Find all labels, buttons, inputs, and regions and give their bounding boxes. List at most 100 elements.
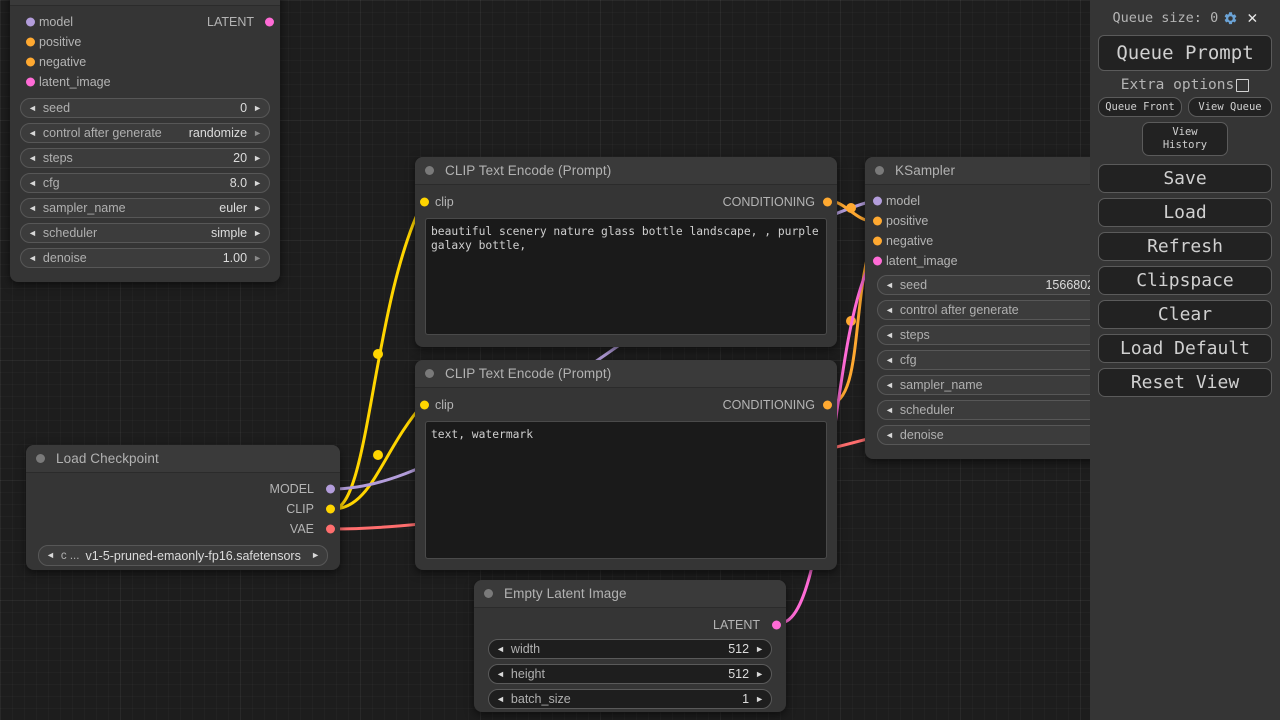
widget-sampler-name[interactable]: ◄ sampler_name [877, 375, 1090, 395]
left-arrow-icon[interactable]: ◄ [46, 550, 55, 560]
left-arrow-icon[interactable]: ◄ [496, 643, 505, 654]
node-title-bar[interactable]: KSampler [10, 0, 280, 6]
left-arrow-icon[interactable]: ◄ [496, 668, 505, 679]
node-empty-latent-image[interactable]: Empty Latent Image LATENT ◄ width 512 ► … [474, 580, 786, 712]
left-arrow-icon[interactable]: ◄ [885, 279, 894, 290]
left-arrow-icon[interactable]: ◄ [885, 329, 894, 340]
input-dot-model[interactable] [873, 196, 882, 206]
widget-scheduler[interactable]: ◄ scheduler simple ► [20, 223, 270, 243]
widget-ckpt-name[interactable]: ◄ c ... v1-5-pruned-emaonly-fp16.safeten… [38, 545, 328, 566]
load-default-button[interactable]: Load Default [1098, 334, 1272, 363]
node-title-bar[interactable]: KSampler [865, 157, 1090, 185]
node-title-bar[interactable]: Load Checkpoint [26, 445, 340, 473]
node-title-bar[interactable]: CLIP Text Encode (Prompt) [415, 157, 837, 185]
left-arrow-icon[interactable]: ◄ [885, 304, 894, 315]
output-dot-clip[interactable] [326, 504, 335, 514]
collapse-dot-icon[interactable] [425, 369, 434, 378]
clear-button[interactable]: Clear [1098, 300, 1272, 329]
right-arrow-icon[interactable]: ► [253, 177, 262, 188]
widget-height[interactable]: ◄ height 512 ► [488, 664, 772, 684]
slot-row-vae-out[interactable]: VAE [26, 519, 340, 539]
slot-row-model-out[interactable]: MODEL [26, 479, 340, 499]
slot-row-clip-conditioning[interactable]: clip CONDITIONING [415, 394, 837, 416]
left-arrow-icon[interactable]: ◄ [885, 404, 894, 415]
right-arrow-icon[interactable]: ► [253, 252, 262, 263]
slot-row-positive[interactable]: positive [10, 32, 280, 52]
widget-control-after-generate[interactable]: ◄ control after generate ran [877, 300, 1090, 320]
left-arrow-icon[interactable]: ◄ [28, 227, 37, 238]
close-icon[interactable]: ✕ [1247, 7, 1258, 28]
left-arrow-icon[interactable]: ◄ [885, 429, 894, 440]
node-load-checkpoint[interactable]: Load Checkpoint MODEL CLIP VAE ◄ [26, 445, 340, 570]
output-dot-model[interactable] [326, 484, 335, 494]
output-dot-conditioning[interactable] [823, 197, 832, 207]
slot-row-positive[interactable]: positive [865, 211, 1090, 231]
left-arrow-icon[interactable]: ◄ [28, 202, 37, 213]
view-history-button[interactable]: View History [1142, 122, 1228, 156]
input-dot-negative[interactable] [873, 236, 882, 246]
widget-control-after-generate[interactable]: ◄ control after generate randomize ► [20, 123, 270, 143]
collapse-dot-icon[interactable] [875, 166, 884, 175]
queue-front-button[interactable]: Queue Front [1098, 97, 1182, 117]
output-dot-vae[interactable] [326, 524, 335, 534]
slot-row-clip-conditioning[interactable]: clip CONDITIONING [415, 191, 837, 213]
view-queue-button[interactable]: View Queue [1188, 97, 1272, 117]
left-arrow-icon[interactable]: ◄ [28, 127, 37, 138]
right-arrow-icon[interactable]: ► [253, 152, 262, 163]
input-dot-model[interactable] [26, 17, 35, 27]
input-dot-clip[interactable] [420, 400, 429, 410]
left-arrow-icon[interactable]: ◄ [28, 177, 37, 188]
input-dot-negative[interactable] [26, 57, 35, 67]
slot-row-negative[interactable]: negative [10, 52, 280, 72]
slot-row-model-latent[interactable]: model LATENT [10, 12, 280, 32]
right-arrow-icon[interactable]: ► [253, 227, 262, 238]
widget-seed[interactable]: ◄ seed 1566802087 [877, 275, 1090, 295]
widget-batch-size[interactable]: ◄ batch_size 1 ► [488, 689, 772, 709]
output-dot-latent[interactable] [265, 17, 274, 27]
output-dot-latent[interactable] [772, 620, 781, 630]
left-arrow-icon[interactable]: ◄ [28, 252, 37, 263]
node-title-bar[interactable]: Empty Latent Image [474, 580, 786, 608]
reset-view-button[interactable]: Reset View [1098, 368, 1272, 397]
slot-row-latent-out[interactable]: LATENT [474, 614, 786, 636]
node-title-bar[interactable]: CLIP Text Encode (Prompt) [415, 360, 837, 388]
left-arrow-icon[interactable]: ◄ [496, 693, 505, 704]
node-clip-text-encode-negative[interactable]: CLIP Text Encode (Prompt) clip CONDITION… [415, 360, 837, 570]
output-dot-conditioning[interactable] [823, 400, 832, 410]
slot-row-clip-out[interactable]: CLIP [26, 499, 340, 519]
node-ksampler-left[interactable]: KSampler model LATENT positive negative [10, 0, 280, 282]
slot-row-model[interactable]: model [865, 191, 1090, 211]
slot-row-latent-image[interactable]: latent_image [865, 251, 1090, 271]
collapse-dot-icon[interactable] [484, 589, 493, 598]
extra-options-checkbox[interactable] [1236, 78, 1250, 92]
node-graph-canvas[interactable]: KSampler model LATENT positive negative [0, 0, 1090, 720]
refresh-button[interactable]: Refresh [1098, 232, 1272, 261]
right-arrow-icon[interactable]: ► [253, 127, 262, 138]
widget-width[interactable]: ◄ width 512 ► [488, 639, 772, 659]
clipspace-button[interactable]: Clipspace [1098, 266, 1272, 295]
input-dot-latent-image[interactable] [26, 77, 35, 87]
node-clip-text-encode-positive[interactable]: CLIP Text Encode (Prompt) clip CONDITION… [415, 157, 837, 347]
left-arrow-icon[interactable]: ◄ [28, 102, 37, 113]
widget-steps[interactable]: ◄ steps [877, 325, 1090, 345]
input-dot-positive[interactable] [873, 216, 882, 226]
collapse-dot-icon[interactable] [425, 166, 434, 175]
widget-cfg[interactable]: ◄ cfg [877, 350, 1090, 370]
input-dot-clip[interactable] [420, 197, 429, 207]
left-arrow-icon[interactable]: ◄ [885, 354, 894, 365]
widget-seed[interactable]: ◄ seed 0 ► [20, 98, 270, 118]
widget-steps[interactable]: ◄ steps 20 ► [20, 148, 270, 168]
input-dot-latent-image[interactable] [873, 256, 882, 266]
queue-prompt-button[interactable]: Queue Prompt [1098, 35, 1272, 71]
right-arrow-icon[interactable]: ► [755, 668, 764, 679]
save-button[interactable]: Save [1098, 164, 1272, 193]
right-arrow-icon[interactable]: ► [755, 643, 764, 654]
slot-row-latent-image[interactable]: latent_image [10, 72, 280, 92]
right-arrow-icon[interactable]: ► [253, 202, 262, 213]
right-arrow-icon[interactable]: ► [755, 693, 764, 704]
widget-sampler-name[interactable]: ◄ sampler_name euler ► [20, 198, 270, 218]
input-dot-positive[interactable] [26, 37, 35, 47]
left-arrow-icon[interactable]: ◄ [885, 379, 894, 390]
right-arrow-icon[interactable]: ► [253, 102, 262, 113]
slot-row-negative[interactable]: negative [865, 231, 1090, 251]
